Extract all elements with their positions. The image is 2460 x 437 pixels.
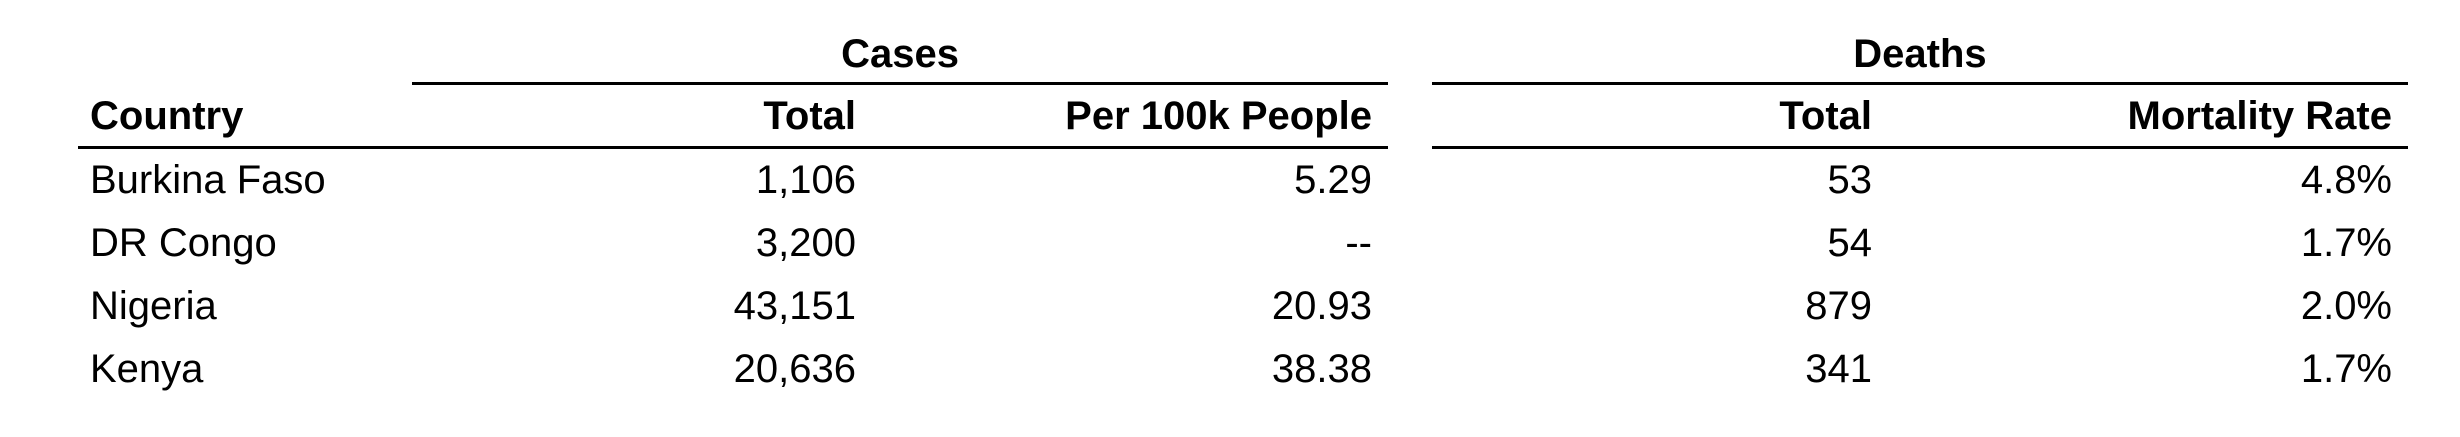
header-country: Country [90,94,244,138]
cell-cases-per-100k: 38.38 [1271,347,1372,391]
cell-mortality-rate: 1.7% [2300,347,2392,391]
header-cases-per-100k: Per 100k People [1065,94,1372,138]
header-deaths-total: Total [1779,94,1872,138]
cell-deaths-total: 341 [1805,347,1872,391]
cell-cases-per-100k: -- [1345,221,1372,265]
group-header-cases: Cases [841,32,959,76]
group-header-deaths: Deaths [1853,32,1987,76]
header-cases-total: Total [763,94,856,138]
cell-country: Burkina Faso [90,158,326,202]
cell-mortality-rate: 2.0% [2300,284,2392,328]
cell-deaths-total: 53 [1827,158,1873,202]
cell-mortality-rate: 1.7% [2300,221,2392,265]
cell-deaths-total: 879 [1805,284,1872,328]
cell-cases-total: 1,106 [755,158,856,202]
cell-mortality-rate: 4.8% [2300,158,2392,202]
cell-country: DR Congo [90,221,277,265]
header-rule-left [78,146,1388,149]
cell-country: Kenya [90,347,204,391]
cell-deaths-total: 54 [1827,221,1873,265]
cases-group-rule [412,82,1388,85]
cell-country: Nigeria [90,284,217,328]
cell-cases-per-100k: 20.93 [1271,284,1372,328]
cell-cases-total: 20,636 [733,347,856,391]
cell-cases-total: 43,151 [733,284,856,328]
cell-cases-per-100k: 5.29 [1294,158,1372,202]
deaths-group-rule [1432,82,2408,85]
header-mortality-rate: Mortality Rate [2127,94,2393,138]
cell-cases-total: 3,200 [755,221,856,265]
header-rule-right [1432,146,2408,149]
